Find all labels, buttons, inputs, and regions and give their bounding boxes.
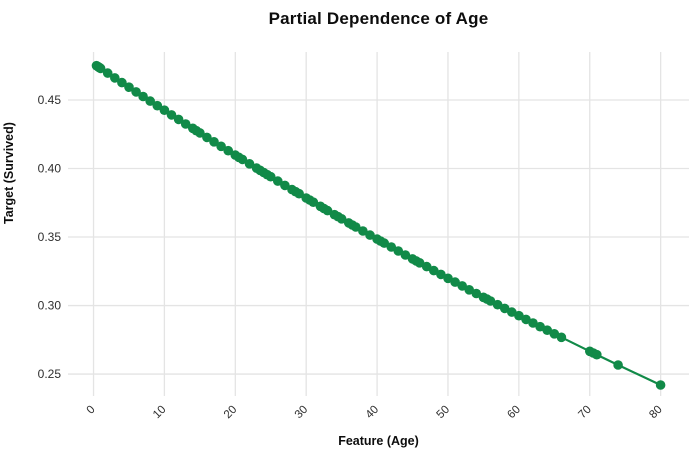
data-point xyxy=(273,176,283,186)
x-tick-label: 80 xyxy=(647,404,665,422)
data-point xyxy=(386,242,397,252)
data-point xyxy=(336,214,347,224)
data-point xyxy=(152,100,163,111)
data-point xyxy=(379,238,390,248)
series-layer xyxy=(91,60,666,390)
data-point xyxy=(216,141,226,152)
data-point xyxy=(95,63,106,74)
data-point xyxy=(173,114,184,125)
data-point xyxy=(202,132,212,143)
data-point xyxy=(294,188,304,199)
data-point xyxy=(556,332,567,343)
data-point xyxy=(110,73,120,83)
data-point xyxy=(244,159,255,169)
data-point xyxy=(124,82,134,92)
data-point xyxy=(436,269,446,280)
data-point xyxy=(102,68,113,78)
data-point xyxy=(358,226,368,236)
x-tick-label: 70 xyxy=(576,404,594,422)
x-tick-label: 10 xyxy=(151,404,169,422)
data-point xyxy=(400,250,411,260)
data-point xyxy=(613,360,623,370)
x-tick-label: 60 xyxy=(505,404,523,422)
data-point xyxy=(655,380,666,390)
x-tick-label: 0 xyxy=(85,404,98,417)
y-tick-label: 0.25 xyxy=(38,367,62,381)
data-point xyxy=(393,246,404,256)
chart-title: Partial Dependence of Age xyxy=(268,9,489,28)
data-point xyxy=(131,87,141,97)
y-tick-label: 0.35 xyxy=(38,230,62,244)
data-point xyxy=(528,318,538,328)
data-point xyxy=(450,277,460,287)
data-point xyxy=(485,296,496,306)
data-point xyxy=(592,349,602,360)
data-point xyxy=(159,105,170,115)
y-tick-label: 0.45 xyxy=(38,93,62,107)
tick-label-layer: 0 10 20 30 40 50 60 70 80 0.25 0.30 0.35 0.40 0.45 xyxy=(38,93,665,421)
data-point xyxy=(457,281,468,291)
data-point xyxy=(471,288,482,299)
data-point xyxy=(507,307,517,317)
x-tick-label: 30 xyxy=(293,404,311,422)
grid-layer xyxy=(68,52,689,396)
data-point xyxy=(464,285,475,295)
data-point xyxy=(308,197,319,207)
data-point xyxy=(351,222,361,232)
x-tick-label: 50 xyxy=(435,404,453,422)
data-point xyxy=(549,329,560,339)
x-tick-label: 20 xyxy=(222,404,240,422)
data-point xyxy=(542,325,552,336)
data-point xyxy=(492,299,503,310)
data-point xyxy=(166,110,177,120)
data-point xyxy=(117,77,127,88)
data-point xyxy=(209,137,219,147)
data-point xyxy=(414,258,425,268)
data-point xyxy=(499,303,510,314)
data-point xyxy=(265,171,276,182)
data-point xyxy=(145,96,155,106)
x-axis-label: Feature (Age) xyxy=(338,434,419,448)
data-point xyxy=(443,273,453,284)
data-point xyxy=(322,205,333,216)
data-point xyxy=(195,128,205,138)
data-point xyxy=(421,261,432,272)
data-point xyxy=(514,310,524,321)
y-tick-label: 0.40 xyxy=(38,161,62,175)
data-point xyxy=(237,154,248,165)
data-point xyxy=(535,321,545,332)
series-line xyxy=(95,64,662,387)
y-tick-label: 0.30 xyxy=(38,299,62,313)
data-point xyxy=(223,145,233,156)
data-point xyxy=(365,230,375,240)
data-point xyxy=(429,265,439,276)
x-tick-label: 40 xyxy=(364,404,382,422)
data-point xyxy=(138,91,148,102)
data-point xyxy=(280,180,290,191)
data-point xyxy=(180,119,191,129)
